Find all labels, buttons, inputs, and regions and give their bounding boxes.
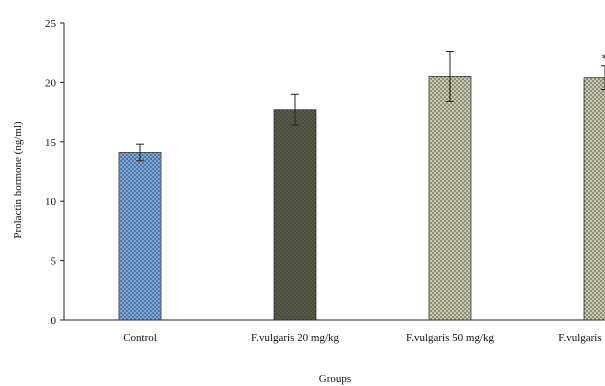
- y-tick-label: 15: [45, 137, 57, 149]
- error-bar: [601, 65, 605, 91]
- x-axis-title: Groups: [319, 373, 351, 385]
- x-tick-label: F.vulgaris 100 mg/kg: [558, 332, 605, 344]
- x-axis: Control F.vulgaris 20 mg/kg F.vulgaris 50 …: [64, 319, 605, 344]
- error-bar: [291, 93, 299, 126]
- bars: *: [118, 51, 605, 321]
- y-tick-label: 0: [51, 315, 57, 327]
- bar: [428, 76, 472, 321]
- y-tick-label: 10: [45, 196, 57, 208]
- x-tick-label: F.vulgaris 20 mg/kg: [251, 332, 340, 344]
- y-tick-label: 5: [51, 256, 57, 268]
- error-bar: [136, 143, 144, 162]
- error-bar: [446, 51, 454, 102]
- bar: [583, 77, 605, 321]
- y-axis: 0 5 10 15 20 25: [45, 18, 65, 327]
- y-axis-title: Prolactin hormone (ng/ml): [12, 121, 24, 239]
- bar: [273, 109, 317, 321]
- x-tick-label: F.vulgaris 50 mg/kg: [406, 332, 495, 344]
- bar: [118, 152, 162, 321]
- x-tick-label: Control: [123, 332, 157, 344]
- y-tick-label: 25: [45, 18, 57, 30]
- significance-marker: *: [602, 52, 605, 67]
- y-tick-label: 20: [45, 77, 57, 89]
